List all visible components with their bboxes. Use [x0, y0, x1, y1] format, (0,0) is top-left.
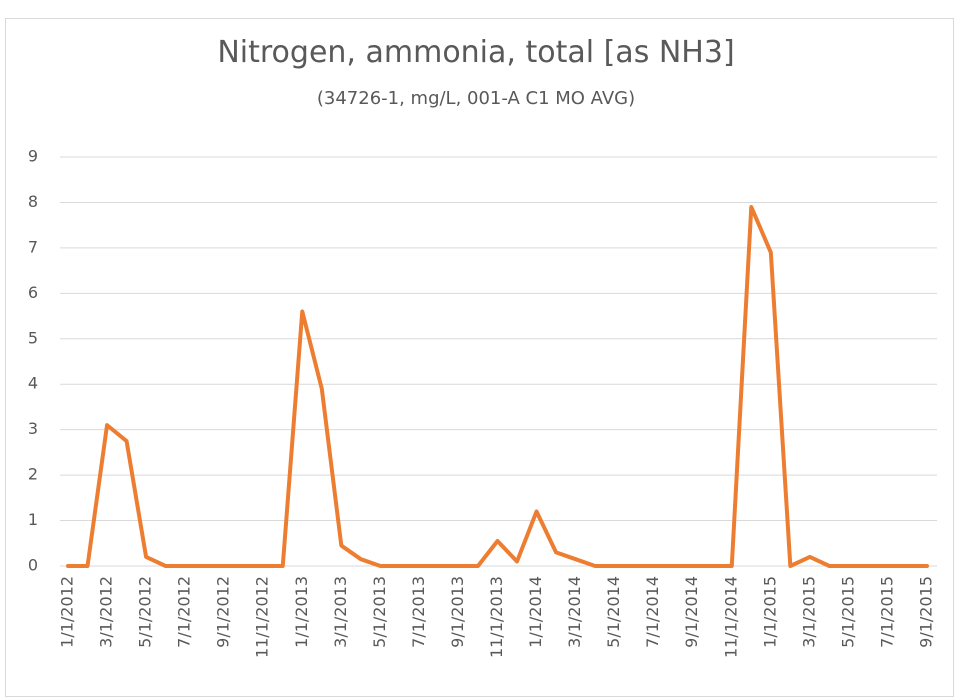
x-tick-label: 11/1/2014 [721, 576, 740, 658]
x-tick-label: 1/1/2013 [292, 576, 311, 648]
x-tick-label: 3/1/2014 [565, 576, 584, 648]
y-tick-label: 2 [28, 465, 38, 484]
x-tick-label: 11/1/2013 [487, 576, 506, 658]
x-tick-label: 5/1/2013 [370, 576, 389, 648]
x-tick-label: 9/1/2013 [448, 576, 467, 648]
x-tick-label: 3/1/2012 [97, 576, 116, 648]
y-tick-label: 3 [28, 419, 38, 438]
x-tick-label: 5/1/2012 [136, 576, 155, 648]
x-tick-label: 1/1/2012 [58, 576, 77, 648]
y-tick-label: 6 [28, 283, 38, 302]
x-tick-label: 11/1/2012 [253, 576, 272, 658]
y-tick-label: 5 [28, 328, 38, 347]
y-tick-label: 8 [28, 192, 38, 211]
x-tick-label: 1/1/2015 [760, 576, 779, 648]
x-tick-label: 7/1/2014 [643, 576, 662, 648]
x-tick-label: 9/1/2012 [214, 576, 233, 648]
x-tick-label: 5/1/2014 [604, 576, 623, 648]
chart-border [5, 18, 954, 697]
x-tick-label: 9/1/2014 [682, 576, 701, 648]
x-tick-label: 1/1/2014 [526, 576, 545, 648]
x-tick-label: 9/1/2015 [917, 576, 936, 648]
x-tick-label: 7/1/2015 [877, 576, 896, 648]
x-tick-label: 3/1/2015 [799, 576, 818, 648]
x-tick-label: 7/1/2013 [409, 576, 428, 648]
x-tick-label: 7/1/2012 [175, 576, 194, 648]
chart-title: Nitrogen, ammonia, total [as NH3] [217, 35, 734, 70]
y-tick-label: 1 [28, 510, 38, 529]
y-tick-label: 9 [28, 147, 38, 166]
y-tick-label: 0 [28, 556, 38, 575]
x-tick-label: 3/1/2013 [331, 576, 350, 648]
line [66, 204, 929, 568]
y-tick-label: 7 [28, 237, 38, 256]
x-tick-label: 5/1/2015 [838, 576, 857, 648]
chart-subtitle: (34726-1, mg/L, 001-A C1 MO AVG) [317, 88, 635, 109]
y-tick-label: 4 [28, 374, 38, 393]
